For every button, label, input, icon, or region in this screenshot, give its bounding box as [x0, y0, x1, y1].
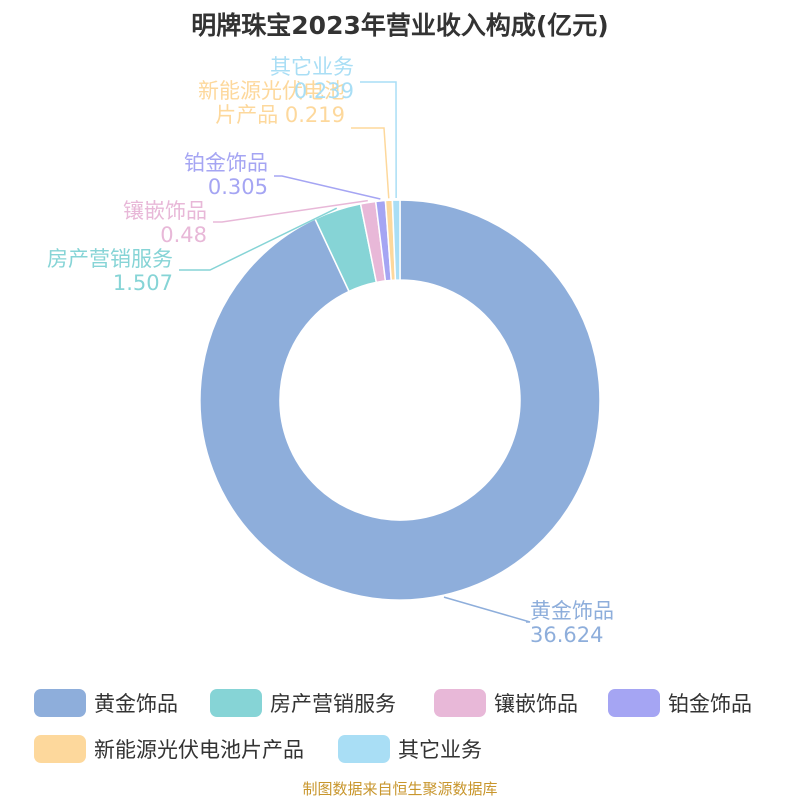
data-label-1: 房产营销服务 1.507	[47, 247, 173, 295]
source-note: 制图数据来自恒生聚源数据库	[302, 780, 498, 798]
legend-swatch-2	[434, 689, 486, 717]
legend-item-1[interactable]: 房产营销服务	[210, 688, 396, 718]
leader-line-5	[360, 81, 397, 199]
slice-0[interactable]	[199, 199, 601, 601]
leader-line-4	[351, 127, 390, 199]
legend-label-4: 新能源光伏电池片产品	[94, 738, 304, 762]
legend-item-0[interactable]: 黄金饰品	[34, 688, 178, 718]
data-label-0: 黄金饰品 36.624	[530, 599, 614, 647]
legend-label-5: 其它业务	[398, 738, 482, 762]
legend-item-3[interactable]: 铂金饰品	[608, 688, 752, 718]
legend-swatch-5	[338, 735, 390, 763]
legend-label-0: 黄金饰品	[94, 692, 178, 716]
legend-swatch-0	[34, 689, 86, 717]
legend-swatch-4	[34, 735, 86, 763]
legend-label-3: 铂金饰品	[668, 692, 752, 716]
legend-label-1: 房产营销服务	[270, 692, 396, 716]
legend-label-2: 镶嵌饰品	[494, 692, 578, 716]
legend-swatch-1	[210, 689, 262, 717]
legend-item-5[interactable]: 其它业务	[338, 734, 482, 764]
leader-line-3	[274, 175, 381, 200]
slice-5[interactable]	[391, 199, 401, 281]
data-label-2: 镶嵌饰品 0.48	[123, 199, 207, 247]
legend-swatch-3	[608, 689, 660, 717]
leader-line-1	[179, 207, 338, 271]
legend-item-4[interactable]: 新能源光伏电池片产品	[34, 734, 304, 764]
legend-item-2[interactable]: 镶嵌饰品	[434, 688, 578, 718]
chart-title: 明牌珠宝2023年营业收入构成(亿元)	[191, 11, 609, 40]
leader-line-0	[443, 596, 531, 623]
data-label-4: 新能源光伏电池片产品 0.219	[198, 79, 345, 127]
data-label-3: 铂金饰品 0.305	[184, 151, 268, 199]
leader-line-2	[213, 199, 368, 223]
data-label-5: 其它业务 0.239	[270, 55, 354, 103]
